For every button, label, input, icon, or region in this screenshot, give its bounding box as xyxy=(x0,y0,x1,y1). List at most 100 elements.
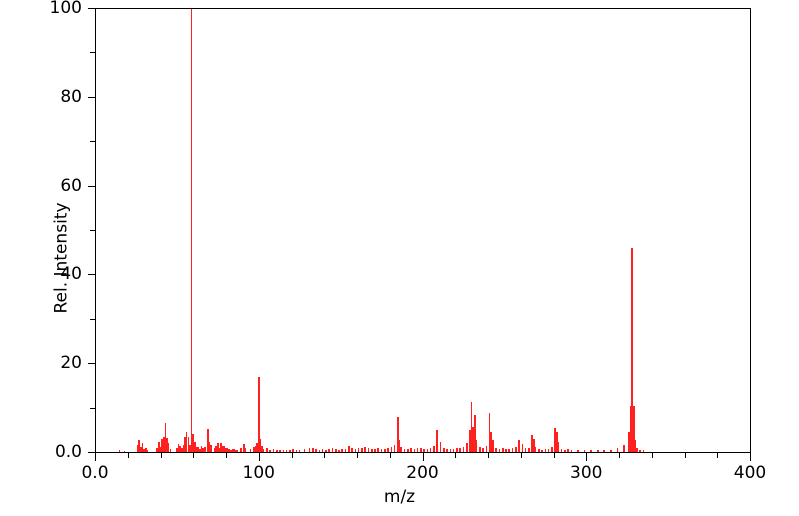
x-tick-label: 0.0 xyxy=(81,463,109,483)
spectrum-peak xyxy=(511,448,514,452)
spectrum-peak xyxy=(560,448,563,452)
spectrum-peak xyxy=(387,448,389,452)
y-axis-title: Rel. Intensity xyxy=(51,202,72,314)
spectrum-peak xyxy=(479,447,481,452)
spectrum-peak xyxy=(210,444,213,452)
spectrum-peak xyxy=(400,447,402,452)
spectrum-peak xyxy=(377,448,380,452)
y-tick-major xyxy=(88,96,96,98)
spectrum-peak xyxy=(397,416,399,452)
spectrum-peak xyxy=(328,449,330,452)
spectrum-peak xyxy=(230,449,232,452)
spectrum-peak xyxy=(547,448,550,452)
spectrum-peak xyxy=(564,449,566,452)
spectrum-peak xyxy=(505,449,507,452)
spectrum-peak xyxy=(610,449,612,452)
spectrum-peak xyxy=(285,450,288,452)
spectrum-peak xyxy=(141,442,144,452)
y-tick-minor xyxy=(90,52,96,54)
spectrum-peak xyxy=(456,448,458,452)
spectrum-peak xyxy=(623,445,625,452)
spectrum-peak xyxy=(308,448,311,452)
spectrum-peak xyxy=(398,440,401,452)
y-tick-label: 0.0 xyxy=(54,442,82,462)
spectrum-peak xyxy=(474,414,476,452)
spectrum-peak xyxy=(567,449,570,452)
y-tick-minor xyxy=(90,141,96,143)
spectrum-peak xyxy=(208,441,211,452)
x-tick-minor xyxy=(357,452,358,458)
spectrum-peak xyxy=(118,450,121,452)
y-tick-label: 60 xyxy=(60,175,82,196)
x-tick-minor xyxy=(455,452,457,458)
spectrum-peak xyxy=(262,449,265,452)
spectrum-peak xyxy=(490,432,493,452)
x-tick-minor xyxy=(684,452,686,458)
spectrum-peak xyxy=(203,447,206,452)
spectrum-peak xyxy=(410,448,412,452)
spectrum-peak xyxy=(603,450,606,452)
x-tick-major xyxy=(422,452,424,461)
x-tick-major xyxy=(95,452,96,461)
spectrum-peak xyxy=(449,448,452,452)
spectrum-peak xyxy=(176,447,178,452)
spectrum-peak xyxy=(518,440,520,452)
spectrum-peak xyxy=(521,443,524,452)
spectrum-peak xyxy=(488,413,491,452)
spectrum-peak xyxy=(442,448,445,452)
spectrum-peak xyxy=(311,447,314,452)
spectrum-peak xyxy=(334,449,337,452)
spectrum-peak xyxy=(136,445,139,452)
spectrum-peak xyxy=(508,448,511,452)
x-tick-minor xyxy=(520,452,522,458)
spectrum-peak xyxy=(351,448,353,452)
spectrum-peak xyxy=(253,447,255,452)
spectrum-peak xyxy=(416,447,419,452)
spectrum-peak xyxy=(590,450,592,452)
spectrum-peak xyxy=(192,433,195,452)
spectrum-peak xyxy=(190,8,193,452)
x-tick-minor xyxy=(553,452,555,458)
x-tick-label: 300 xyxy=(570,463,603,483)
spectrum-peak xyxy=(161,438,163,452)
spectrum-peak xyxy=(501,448,504,452)
spectrum-peak xyxy=(348,446,350,452)
spectrum-peak xyxy=(202,448,204,452)
spectrum-peak xyxy=(551,446,553,452)
spectrum-peak xyxy=(184,436,186,452)
spectrum-peak xyxy=(169,448,172,452)
spectrum-peak xyxy=(195,446,198,452)
spectrum-peak xyxy=(515,446,517,452)
x-tick-minor xyxy=(291,452,293,458)
x-tick-major xyxy=(258,452,260,461)
spectrum-peak xyxy=(341,448,344,452)
spectrum-peak xyxy=(289,449,291,452)
spectrum-peak xyxy=(187,436,190,452)
y-tick-major xyxy=(88,185,96,187)
spectrum-peak xyxy=(470,402,473,452)
spectrum-peak xyxy=(315,449,317,452)
spectrum-peak xyxy=(429,448,432,452)
spectrum-peak xyxy=(554,428,556,452)
x-tick-major xyxy=(586,452,588,461)
x-tick-label: 100 xyxy=(242,463,275,483)
spectrum-peak xyxy=(485,446,488,452)
x-tick-minor xyxy=(651,452,653,458)
spectrum-peak xyxy=(189,445,191,452)
spectrum-peak xyxy=(244,448,247,452)
spectrum-peak xyxy=(570,449,573,452)
spectrum-peak xyxy=(465,443,468,452)
spectrum-peak xyxy=(298,449,301,452)
spectrum-peak xyxy=(361,448,363,452)
spectrum-peak xyxy=(555,431,558,452)
y-tick-label: 100 xyxy=(49,0,82,18)
right-spine xyxy=(750,8,751,453)
spectrum-peak xyxy=(266,448,268,452)
spectrum-peak xyxy=(318,449,321,452)
spectrum-peak xyxy=(321,449,324,452)
spectrum-peak xyxy=(194,442,196,452)
spectrum-peak xyxy=(257,376,260,452)
spectrum-peak xyxy=(354,449,357,452)
spectrum-peak xyxy=(197,447,199,452)
